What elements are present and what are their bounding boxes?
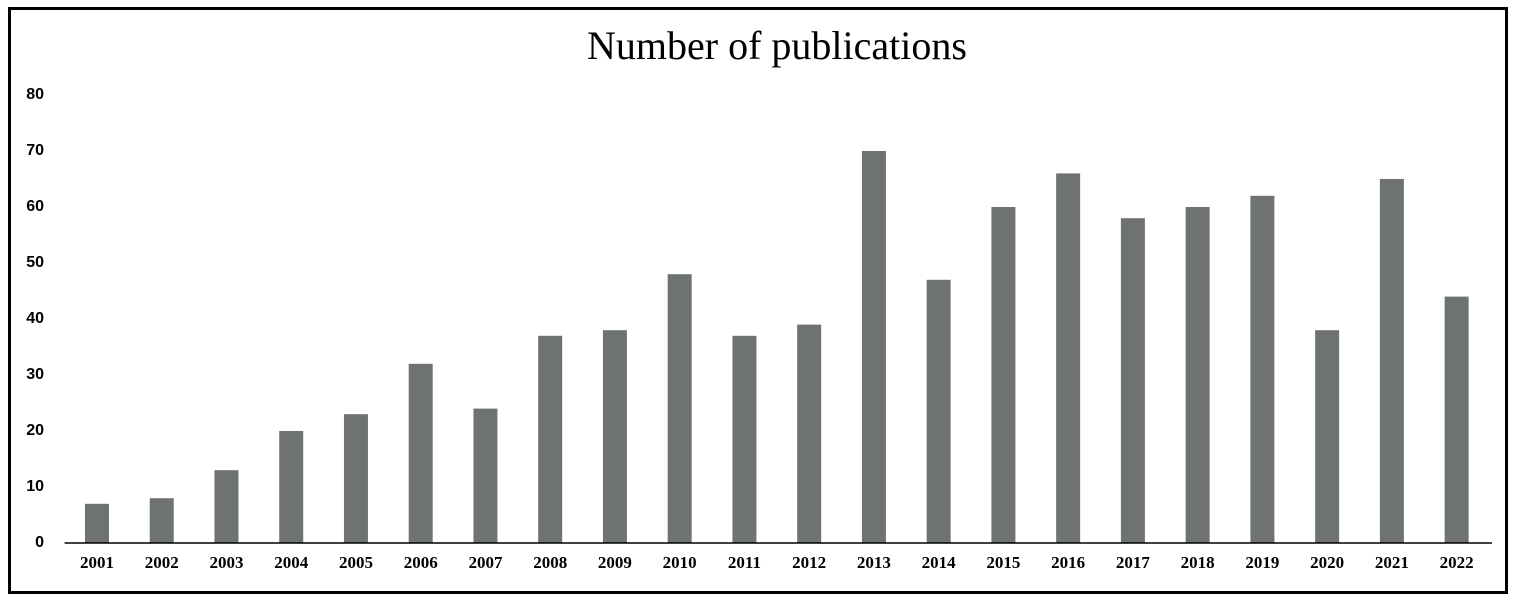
x-tick-label: 2001	[80, 553, 114, 572]
x-tick-label: 2020	[1310, 553, 1344, 572]
x-tick-label: 2007	[468, 553, 503, 572]
x-tick-label: 2010	[663, 553, 697, 572]
bar	[1120, 218, 1145, 543]
y-tick-label: 60	[26, 198, 44, 215]
bar	[1250, 195, 1275, 544]
bar	[1185, 207, 1210, 543]
x-tick-label: 2008	[533, 553, 567, 572]
x-tick-label: 2003	[209, 553, 243, 572]
x-tick-label: 2009	[598, 553, 632, 572]
x-tick-label: 2005	[339, 553, 373, 572]
bar	[1315, 330, 1340, 543]
x-tick-label: 2006	[404, 553, 438, 572]
x-tick-label: 2016	[1051, 553, 1085, 572]
x-tick-label: 2021	[1375, 553, 1409, 572]
bar	[1379, 179, 1404, 543]
x-tick-label: 2014	[922, 553, 957, 572]
y-tick-label: 40	[26, 310, 44, 327]
x-tick-label: 2013	[857, 553, 891, 572]
bar	[667, 274, 692, 543]
y-tick-label: 80	[26, 86, 44, 103]
x-tick-label: 2004	[274, 553, 309, 572]
x-tick-label: 2011	[728, 553, 761, 572]
chart-title: Number of publications	[587, 23, 967, 68]
bar	[1444, 296, 1469, 543]
y-tick-label: 0	[35, 534, 44, 551]
bar	[926, 279, 951, 543]
y-tick-label: 50	[26, 254, 44, 271]
x-tick-label: 2018	[1181, 553, 1215, 572]
y-tick-label: 30	[26, 366, 44, 383]
bar	[991, 207, 1016, 543]
bar	[149, 498, 174, 543]
y-tick-label: 70	[26, 142, 44, 159]
bar	[602, 330, 627, 543]
x-tick-label: 2002	[145, 553, 179, 572]
x-tick-label: 2019	[1245, 553, 1279, 572]
bar	[408, 363, 433, 543]
bar	[473, 408, 498, 543]
y-tick-label: 10	[26, 478, 44, 495]
bar	[797, 324, 822, 543]
bar	[861, 151, 886, 543]
bar	[538, 335, 563, 543]
bar	[214, 470, 239, 543]
x-tick-label: 2012	[792, 553, 826, 572]
bar	[84, 503, 109, 543]
x-tick-label: 2022	[1440, 553, 1474, 572]
y-tick-label: 20	[26, 422, 44, 439]
bar	[1056, 173, 1081, 543]
bar	[279, 431, 304, 543]
x-tick-label: 2015	[986, 553, 1020, 572]
x-tick-label: 2017	[1116, 553, 1151, 572]
bar	[732, 335, 757, 543]
bar	[343, 414, 368, 543]
